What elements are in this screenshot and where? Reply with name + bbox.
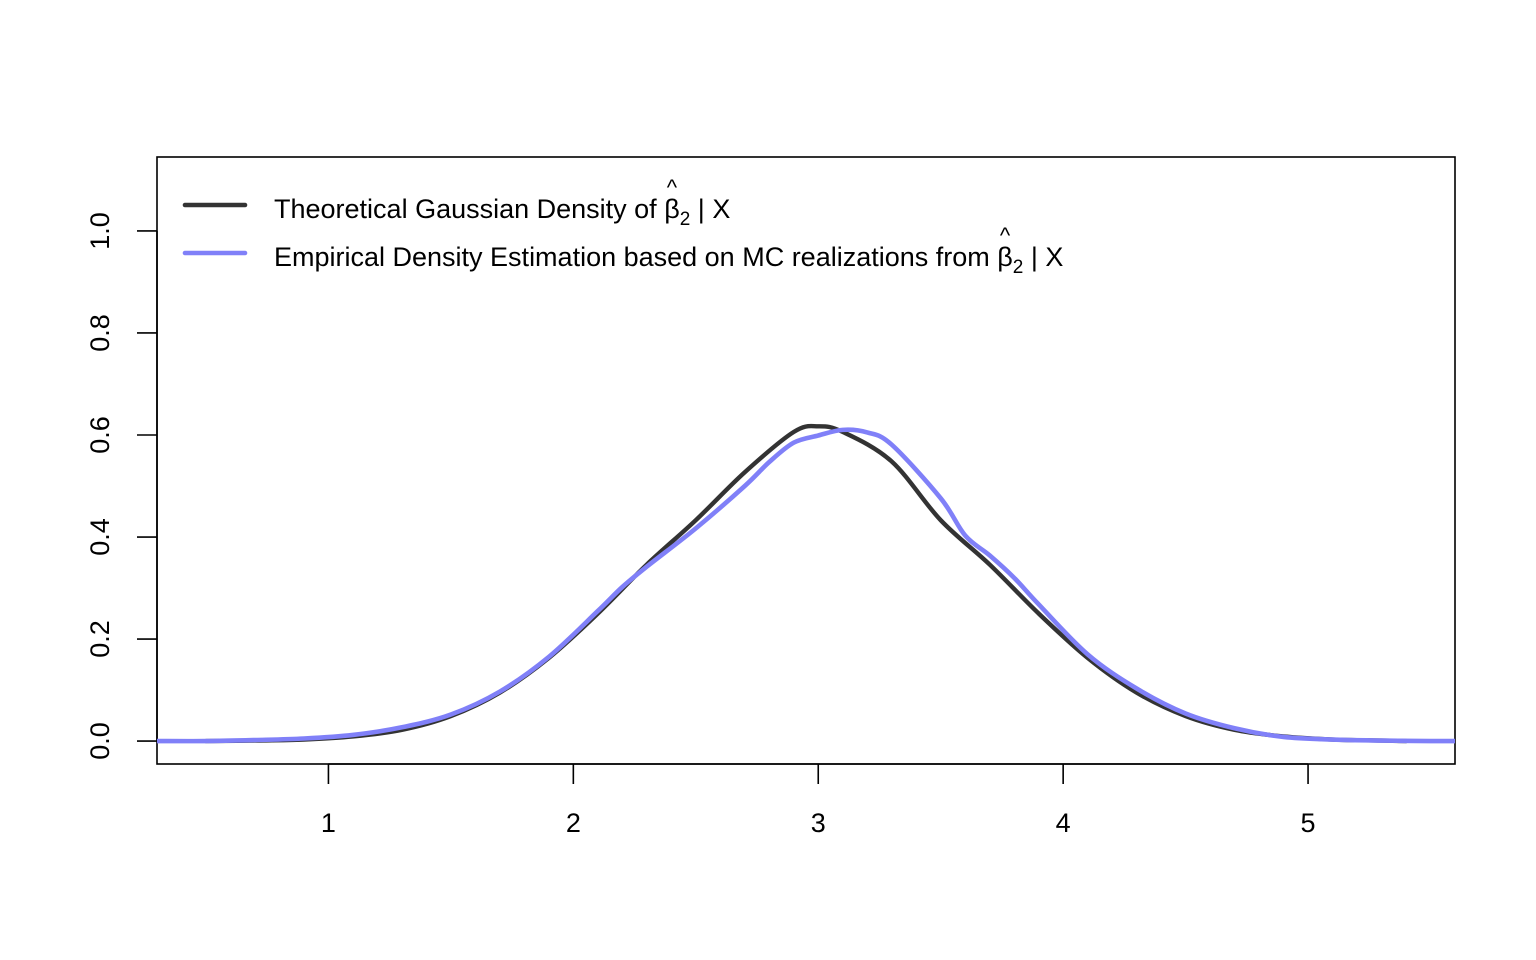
y-axis: 0.0 0.2 0.4 0.6 0.8 1.0	[85, 212, 158, 760]
x-tick-label: 1	[321, 808, 336, 838]
x-tick-label: 5	[1301, 808, 1316, 838]
legend-hat: ^	[1000, 223, 1011, 248]
legend-symbol: β	[997, 242, 1013, 272]
x-tick-label: 3	[811, 808, 826, 838]
y-tick-label: 1.0	[85, 212, 115, 250]
plot-area	[157, 423, 1455, 744]
legend-text-part: Empirical Density Estimation based on MC…	[274, 242, 997, 272]
series-line-empirical	[157, 427, 1455, 744]
y-tick-label: 0.2	[85, 620, 115, 658]
x-axis: 1 2 3 4 5	[321, 763, 1316, 838]
y-tick-label: 0.6	[85, 416, 115, 454]
legend-text-part: | X	[690, 194, 730, 224]
y-tick-label: 0.8	[85, 314, 115, 352]
x-tick-label: 2	[566, 808, 581, 838]
x-tick-label: 4	[1056, 808, 1071, 838]
legend-symbol: β	[664, 194, 680, 224]
legend: Theoretical Gaussian Density of β2 | X^E…	[182, 175, 1063, 278]
legend-label-theoretical: Theoretical Gaussian Density of β2 | X	[274, 194, 730, 230]
y-tick-label: 0.0	[85, 722, 115, 760]
legend-label-empirical: Empirical Density Estimation based on MC…	[274, 242, 1063, 278]
y-tick-label: 0.4	[85, 518, 115, 556]
legend-hat: ^	[667, 175, 678, 200]
legend-subscript: 2	[680, 209, 691, 230]
legend-subscript: 2	[1013, 257, 1024, 278]
legend-text-part: | X	[1023, 242, 1063, 272]
legend-text-part: Theoretical Gaussian Density of	[274, 194, 664, 224]
